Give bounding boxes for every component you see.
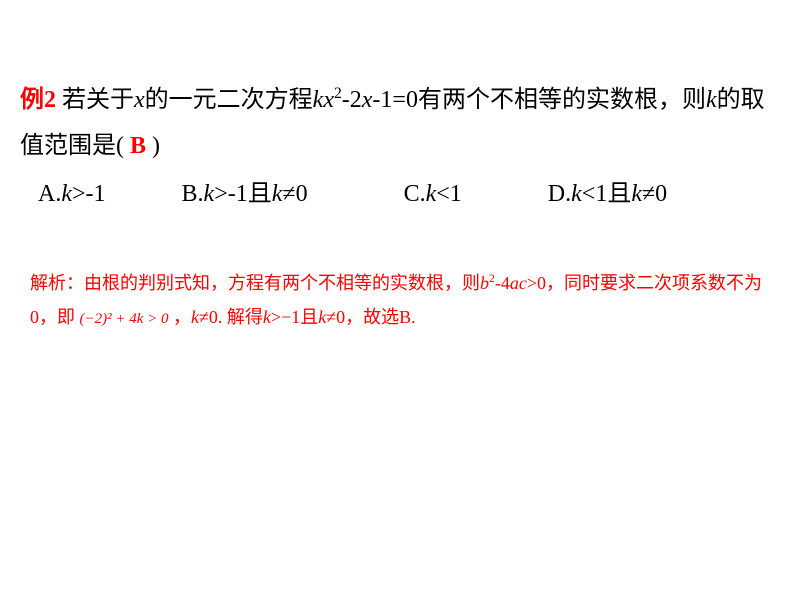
q-eq-x2: x	[362, 87, 373, 113]
exp-k1: k	[191, 307, 199, 327]
option-a: A.k>-1	[38, 181, 106, 208]
q-eq-mid: -2	[342, 87, 362, 113]
q-eq-sup: 2	[334, 85, 342, 102]
exp-c: c	[519, 273, 527, 293]
exp-a: a	[510, 273, 519, 293]
q-mid: 的一元二次方程	[145, 87, 313, 113]
explanation-text: 解析：由根的判别式知，方程有两个不相等的实数根，则b2-4ac>0，同时要求二次…	[20, 266, 774, 334]
answer-letter: B	[130, 133, 146, 159]
exp-mid1: -4	[495, 273, 510, 293]
exp-mid6: ≠0，故选B.	[326, 307, 415, 327]
q-var-x: x	[134, 87, 145, 113]
q-eq-end: -1=0有两个不相等的	[372, 87, 586, 113]
options-row: A.k>-1 B.k>-1且k≠0 C.k<1 D.k<1且k≠0	[20, 173, 774, 208]
q-eq-x: x	[323, 87, 334, 113]
exp-mid3: ，	[169, 307, 192, 327]
q-line2-end: )	[152, 133, 160, 159]
q-var-k: k	[706, 87, 717, 113]
exp-mid5: >−1且	[271, 307, 318, 327]
option-d: D.k<1且k≠0	[548, 173, 667, 208]
exp-k2: k	[263, 307, 271, 327]
q-eq-k: k	[313, 87, 324, 113]
exp-mid4: ≠0. 解得	[199, 307, 263, 327]
option-b: B.k>-1且k≠0	[182, 173, 308, 208]
exp-b: b	[480, 273, 489, 293]
q-part1: 若关于	[62, 87, 134, 113]
option-c: C.k<1	[404, 181, 462, 208]
exp-formula: (−2)² + 4k > 0	[80, 311, 169, 327]
example-label: 例2	[20, 87, 56, 113]
question-text: 例2 若关于x的一元二次方程kx2-2x-1=0有两个不相等的实数根，则k的取值…	[20, 78, 774, 169]
q-line2-pre: 实数根，则	[586, 87, 706, 113]
exp-pre: 解析：由根的判别式知，方程有两个不相等的实数根，则	[30, 273, 480, 293]
